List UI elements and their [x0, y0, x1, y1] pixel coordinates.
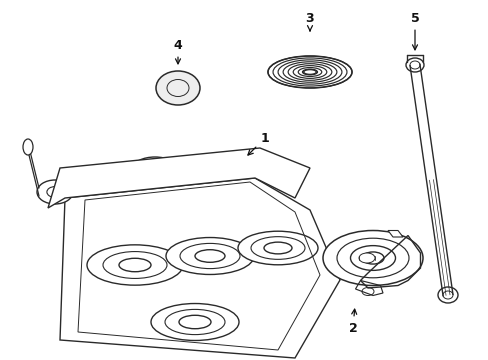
Ellipse shape: [133, 157, 177, 179]
Text: 1: 1: [247, 131, 269, 155]
Text: 3: 3: [305, 12, 314, 31]
Ellipse shape: [37, 180, 73, 204]
Ellipse shape: [323, 230, 422, 285]
Ellipse shape: [358, 253, 374, 263]
Ellipse shape: [165, 238, 253, 274]
Polygon shape: [387, 230, 402, 237]
Ellipse shape: [238, 231, 317, 265]
Ellipse shape: [23, 139, 33, 155]
Ellipse shape: [437, 287, 457, 303]
Text: 5: 5: [410, 12, 419, 50]
Ellipse shape: [87, 245, 183, 285]
Ellipse shape: [361, 288, 373, 296]
Text: 2: 2: [348, 309, 357, 334]
Ellipse shape: [151, 303, 239, 341]
Ellipse shape: [156, 71, 200, 105]
Polygon shape: [48, 148, 309, 208]
Text: 4: 4: [173, 39, 182, 64]
Polygon shape: [60, 178, 339, 358]
Ellipse shape: [405, 58, 423, 72]
